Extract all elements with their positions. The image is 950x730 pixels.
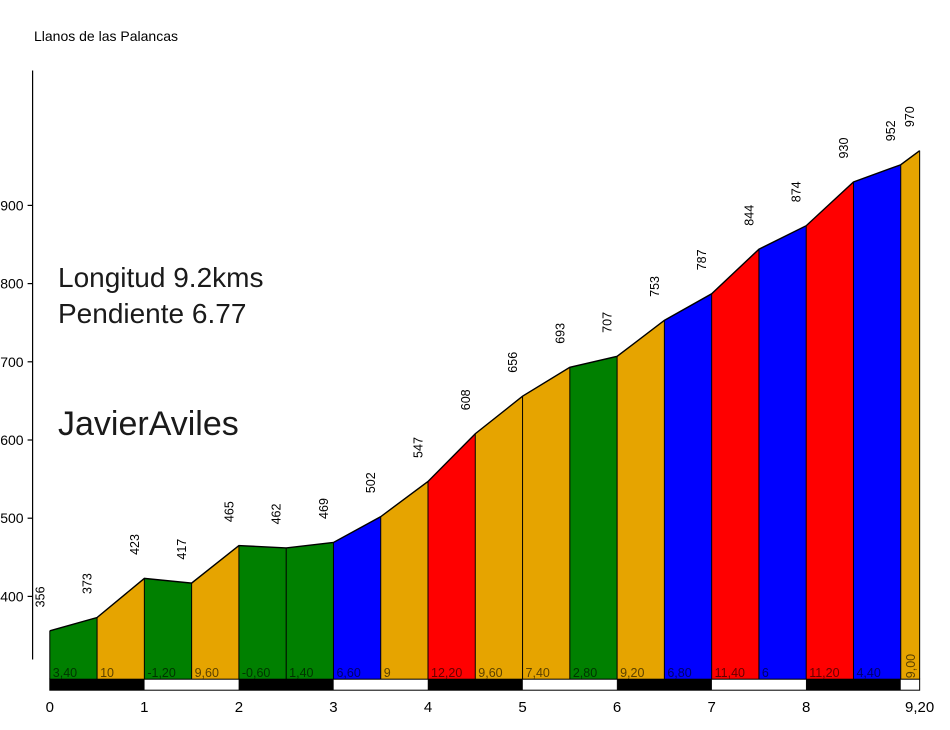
svg-text:900: 900 [0,197,24,213]
svg-text:-0,60: -0,60 [242,666,271,680]
svg-text:417: 417 [175,539,189,560]
svg-text:930: 930 [837,138,851,159]
svg-text:608: 608 [459,389,473,410]
svg-text:7,40: 7,40 [526,666,550,680]
svg-text:9,20: 9,20 [905,699,934,716]
svg-text:6: 6 [762,666,769,680]
svg-text:3,40: 3,40 [53,666,77,680]
svg-text:11,40: 11,40 [715,666,745,680]
svg-text:502: 502 [364,472,378,493]
svg-text:9,00: 9,00 [904,654,918,678]
svg-text:6,60: 6,60 [336,666,360,680]
svg-text:10: 10 [100,666,114,680]
svg-text:844: 844 [742,205,756,226]
svg-text:952: 952 [884,120,898,141]
svg-text:465: 465 [222,501,236,522]
svg-text:656: 656 [506,352,520,373]
svg-text:1: 1 [140,699,148,716]
svg-text:874: 874 [790,181,804,202]
svg-text:9,60: 9,60 [195,666,219,680]
svg-text:800: 800 [0,276,24,292]
svg-text:12,20: 12,20 [431,666,462,680]
svg-text:9,60: 9,60 [478,666,502,680]
svg-text:1,40: 1,40 [289,666,313,680]
svg-text:469: 469 [317,498,331,519]
svg-text:4,40: 4,40 [856,666,880,680]
svg-text:787: 787 [695,249,709,270]
svg-text:11,20: 11,20 [809,666,839,680]
svg-text:7: 7 [707,699,715,716]
svg-text:4: 4 [424,699,432,716]
svg-text:400: 400 [0,588,24,604]
svg-text:600: 600 [0,432,24,448]
svg-text:2,80: 2,80 [573,666,597,680]
svg-text:9: 9 [384,666,391,680]
svg-text:970: 970 [903,106,917,127]
svg-text:8: 8 [802,699,810,716]
svg-text:356: 356 [33,586,47,607]
svg-text:-1,20: -1,20 [147,666,176,680]
svg-text:0: 0 [46,699,54,716]
svg-text:547: 547 [412,437,426,458]
svg-text:373: 373 [81,573,95,594]
svg-text:693: 693 [553,323,567,344]
svg-text:707: 707 [601,312,615,333]
svg-text:700: 700 [0,354,24,370]
svg-text:462: 462 [270,504,284,525]
svg-text:500: 500 [0,510,24,526]
svg-text:9,20: 9,20 [620,666,644,680]
svg-text:423: 423 [128,534,142,555]
svg-text:3: 3 [329,699,337,716]
svg-text:2: 2 [235,699,243,716]
svg-text:753: 753 [648,276,662,297]
svg-text:6: 6 [613,699,621,716]
svg-text:6,80: 6,80 [667,666,691,680]
svg-text:5: 5 [518,699,526,716]
